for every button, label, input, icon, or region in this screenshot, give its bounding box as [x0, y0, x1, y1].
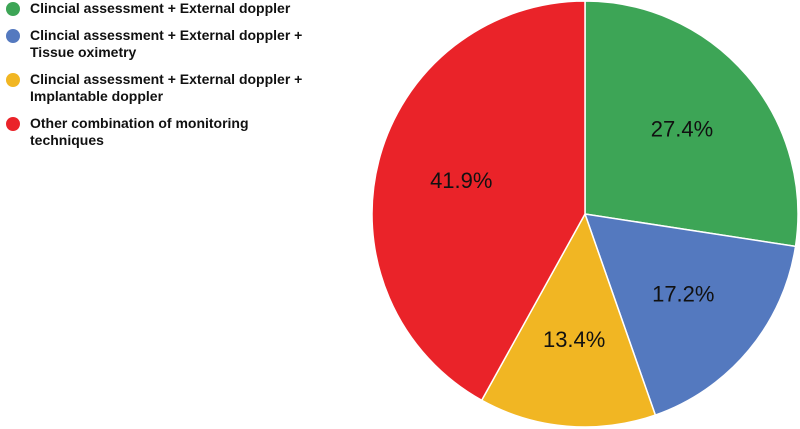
pie-slice-implantable-doppler: [480, 212, 657, 428]
pie-slice-other-combination: [371, 0, 586, 402]
legend-item-ext-doppler: Clincial assessment + External doppler: [6, 0, 356, 17]
legend-item-tissue-oximetry: Clincial assessment + External doppler +…: [6, 27, 356, 61]
pie-slice-tissue-oximetry: [583, 213, 797, 417]
legend-swatch-tissue-oximetry: [6, 29, 20, 43]
slice-value-label-implantable-doppler: 13.4%: [543, 327, 605, 352]
legend-label-other-combination: Other combination of monitoring techniqu…: [30, 115, 249, 148]
slice-value-label-other-combination: 41.9%: [430, 168, 492, 193]
legend-label-implantable-doppler: Clincial assessment + External doppler +…: [30, 71, 303, 104]
chart-legend: Clincial assessment + External doppler C…: [6, 0, 356, 159]
slice-value-label-ext-doppler: 27.4%: [651, 117, 713, 142]
legend-swatch-ext-doppler: [6, 2, 20, 16]
slice-value-label-tissue-oximetry: 17.2%: [652, 281, 714, 306]
legend-label-ext-doppler: Clincial assessment + External doppler: [30, 0, 291, 16]
legend-swatch-other-combination: [6, 117, 20, 131]
legend-item-implantable-doppler: Clincial assessment + External doppler +…: [6, 71, 356, 105]
pie-slice-ext-doppler: [584, 0, 799, 248]
legend-item-other-combination: Other combination of monitoring techniqu…: [6, 115, 356, 149]
legend-label-tissue-oximetry: Clincial assessment + External doppler +…: [30, 27, 303, 60]
legend-swatch-implantable-doppler: [6, 73, 20, 87]
